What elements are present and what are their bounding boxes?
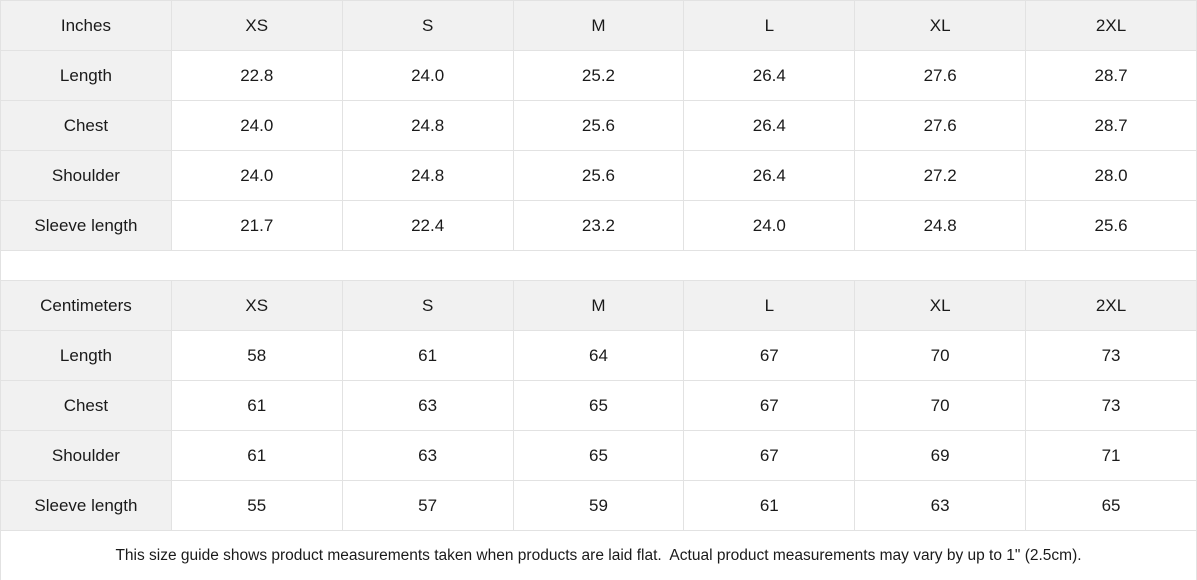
column-header-m: M — [512, 280, 685, 331]
table-row: Sleeve length 55 57 59 61 63 65 — [0, 480, 1197, 531]
measurement-cell: 67 — [683, 330, 856, 381]
measurement-cell: 24.8 — [341, 150, 514, 201]
measurement-cell: 24.0 — [170, 150, 343, 201]
measurement-cell: 71 — [1025, 430, 1197, 481]
measurement-cell: 22.8 — [170, 50, 343, 101]
measurement-cell: 69 — [854, 430, 1027, 481]
measurement-cell: 73 — [1025, 330, 1197, 381]
measurement-cell: 70 — [854, 330, 1027, 381]
row-label: Shoulder — [0, 430, 172, 481]
measurement-cell: 26.4 — [683, 150, 856, 201]
table-row: Chest 24.0 24.8 25.6 26.4 27.6 28.7 — [0, 100, 1197, 151]
table-row: Shoulder 61 63 65 67 69 71 — [0, 430, 1197, 481]
measurement-cell: 57 — [341, 480, 514, 531]
table-spacer — [0, 251, 1197, 280]
measurement-cell: 61 — [170, 430, 343, 481]
row-label: Length — [0, 330, 172, 381]
measurement-cell: 73 — [1025, 380, 1197, 431]
header-row: Centimeters XS S M L XL 2XL — [0, 280, 1197, 331]
column-header-xl: XL — [854, 0, 1027, 51]
table-row: Chest 61 63 65 67 70 73 — [0, 380, 1197, 431]
row-label: Shoulder — [0, 150, 172, 201]
table-row: Shoulder 24.0 24.8 25.6 26.4 27.2 28.0 — [0, 150, 1197, 201]
measurement-cell: 64 — [512, 330, 685, 381]
unit-header: Inches — [0, 0, 172, 51]
measurement-cell: 65 — [1025, 480, 1197, 531]
table-row: Length 22.8 24.0 25.2 26.4 27.6 28.7 — [0, 50, 1197, 101]
row-label: Chest — [0, 100, 172, 151]
measurement-cell: 25.6 — [512, 150, 685, 201]
measurement-cell: 23.2 — [512, 200, 685, 251]
column-header-s: S — [341, 0, 514, 51]
measurement-cell: 25.2 — [512, 50, 685, 101]
measurement-cell: 67 — [683, 430, 856, 481]
measurement-cell: 61 — [683, 480, 856, 531]
measurement-cell: 28.7 — [1025, 50, 1197, 101]
measurement-cell: 27.6 — [854, 100, 1027, 151]
measurement-cell: 58 — [170, 330, 343, 381]
measurement-cell: 27.2 — [854, 150, 1027, 201]
measurement-cell: 28.0 — [1025, 150, 1197, 201]
measurement-cell: 22.4 — [341, 200, 514, 251]
measurement-cell: 55 — [170, 480, 343, 531]
column-header-s: S — [341, 280, 514, 331]
measurement-cell: 61 — [170, 380, 343, 431]
header-row: Inches XS S M L XL 2XL — [0, 0, 1197, 51]
column-header-xl: XL — [854, 280, 1027, 331]
size-table-centimeters: Centimeters XS S M L XL 2XL Length 58 61 64 67 70 73 C… — [0, 280, 1197, 531]
measurement-cell: 65 — [512, 380, 685, 431]
row-label: Length — [0, 50, 172, 101]
row-label: Sleeve length — [0, 200, 172, 251]
measurement-cell: 67 — [683, 380, 856, 431]
measurement-cell: 24.0 — [683, 200, 856, 251]
measurement-cell: 26.4 — [683, 100, 856, 151]
measurement-cell: 61 — [341, 330, 514, 381]
size-table-inches: Inches XS S M L XL 2XL Length 22.8 24.0 25.2 26.4 27… — [0, 0, 1197, 251]
table-row: Sleeve length 21.7 22.4 23.2 24.0 24.8 25.6 — [0, 200, 1197, 251]
measurement-cell: 63 — [341, 380, 514, 431]
measurement-cell: 65 — [512, 430, 685, 481]
measurement-cell: 28.7 — [1025, 100, 1197, 151]
size-guide-note: This size guide shows product measuremen… — [0, 531, 1197, 580]
measurement-cell: 24.8 — [854, 200, 1027, 251]
column-header-xs: XS — [170, 280, 343, 331]
measurement-cell: 70 — [854, 380, 1027, 431]
measurement-cell: 25.6 — [1025, 200, 1197, 251]
measurement-cell: 27.6 — [854, 50, 1027, 101]
row-label: Sleeve length — [0, 480, 172, 531]
column-header-l: L — [683, 0, 856, 51]
table-row: Length 58 61 64 67 70 73 — [0, 330, 1197, 381]
column-header-l: L — [683, 280, 856, 331]
column-header-2xl: 2XL — [1025, 0, 1197, 51]
measurement-cell: 24.0 — [341, 50, 514, 101]
column-header-2xl: 2XL — [1025, 280, 1197, 331]
column-header-xs: XS — [170, 0, 343, 51]
measurement-cell: 21.7 — [170, 200, 343, 251]
row-label: Chest — [0, 380, 172, 431]
measurement-cell: 63 — [854, 480, 1027, 531]
measurement-cell: 59 — [512, 480, 685, 531]
measurement-cell: 24.0 — [170, 100, 343, 151]
column-header-m: M — [512, 0, 685, 51]
measurement-cell: 26.4 — [683, 50, 856, 101]
unit-header: Centimeters — [0, 280, 172, 331]
measurement-cell: 63 — [341, 430, 514, 481]
measurement-cell: 24.8 — [341, 100, 514, 151]
measurement-cell: 25.6 — [512, 100, 685, 151]
